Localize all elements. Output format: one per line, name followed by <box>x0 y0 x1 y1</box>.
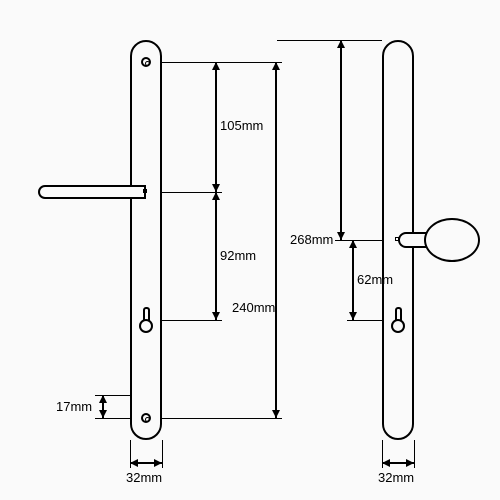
arrow-icon <box>99 410 107 418</box>
top-screw-left <box>141 57 151 67</box>
dim-label-32-right: 32mm <box>378 470 414 485</box>
knob-spindle <box>395 237 399 241</box>
dim-62 <box>352 240 354 320</box>
arrow-icon <box>406 459 414 467</box>
dim-label-268: 268mm <box>290 232 333 247</box>
bottom-screw-left <box>141 413 151 423</box>
ext-line <box>414 440 415 468</box>
dim-268 <box>340 40 342 240</box>
keyhole-left <box>139 307 153 333</box>
arrow-icon <box>212 184 220 192</box>
arrow-icon <box>272 410 280 418</box>
arrow-icon <box>154 459 162 467</box>
dim-label-17: 17mm <box>56 399 92 414</box>
ext-line <box>95 418 130 419</box>
ext-line <box>347 320 382 321</box>
arrow-icon <box>337 40 345 48</box>
dim-240 <box>275 62 277 418</box>
dim-label-92: 92mm <box>220 248 256 263</box>
dim-label-62: 62mm <box>357 272 393 287</box>
dim-label-105: 105mm <box>220 118 263 133</box>
dim-105 <box>215 62 217 192</box>
arrow-icon <box>99 395 107 403</box>
ext-line <box>335 240 382 241</box>
arrow-icon <box>349 312 357 320</box>
arrow-icon <box>130 459 138 467</box>
arrow-icon <box>212 62 220 70</box>
arrow-icon <box>349 240 357 248</box>
arrow-icon <box>382 459 390 467</box>
lever-spindle <box>143 189 147 193</box>
left-backplate <box>130 40 162 440</box>
ext-line <box>162 418 282 419</box>
arrow-icon <box>212 192 220 200</box>
ext-line <box>162 320 222 321</box>
ext-line <box>162 440 163 468</box>
ext-line <box>277 40 335 41</box>
knob-head <box>424 218 480 262</box>
dim-92 <box>215 192 217 320</box>
technical-diagram: 105mm 92mm 240mm 17mm 268mm 62mm 32mm 32… <box>0 0 500 500</box>
dim-label-240: 240mm <box>232 300 275 315</box>
arrow-icon <box>212 312 220 320</box>
keyhole-right <box>391 307 405 333</box>
arrow-icon <box>337 232 345 240</box>
dim-label-32-left: 32mm <box>126 470 162 485</box>
lever-handle <box>38 185 146 199</box>
arrow-icon <box>272 62 280 70</box>
